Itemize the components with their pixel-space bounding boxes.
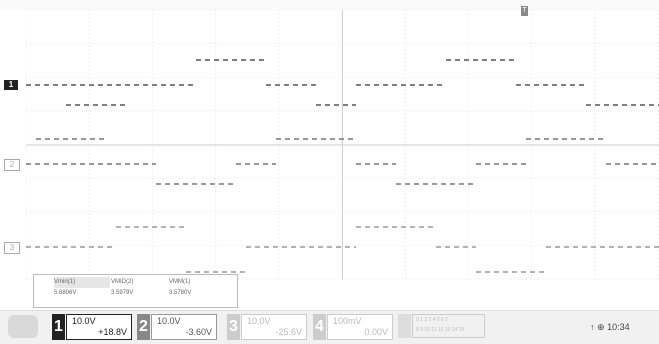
channel-2-number: 2 xyxy=(137,314,150,340)
graticule xyxy=(26,10,659,280)
status-area: ↑ ⊕ 10:34 xyxy=(590,322,630,333)
digital-line-1: 0 1 2 3 4 5 6 7 xyxy=(416,317,448,323)
measurement-label: Vmin(1) xyxy=(54,277,110,288)
channel-1-ground-marker[interactable]: 1 xyxy=(4,80,18,90)
channel-2-scale: 10.0V xyxy=(157,316,181,326)
channel-4-number: 4 xyxy=(313,314,326,340)
channel-1-scale: 10.0V xyxy=(72,316,96,326)
measurement-1: Vmin(1) 5.6806V xyxy=(54,277,110,299)
measurement-value: 5.6806V xyxy=(54,290,77,296)
measurement-2: VMID(2) 3.5979V xyxy=(111,277,167,299)
channel-4-offset: 0.00V xyxy=(364,327,388,337)
channel-1-offset: +18.8V xyxy=(98,327,127,337)
measurement-3: VMM(1) 3.5780V xyxy=(169,277,225,299)
channel-2-ground-marker[interactable]: 2 xyxy=(4,159,20,171)
channel-settings-bar: 1 10.0V +18.8V 2 10.0V -3.60V 3 10.0V -2… xyxy=(0,310,659,344)
measurement-value: 3.5979V xyxy=(111,290,134,296)
channel-1-values[interactable]: 10.0V +18.8V xyxy=(66,314,132,340)
channel-2-offset: -3.60V xyxy=(185,327,212,337)
status-icons: ↑ ⊕ xyxy=(590,322,605,332)
digital-line-2: 8 9 10 11 12 13 14 15 xyxy=(416,327,465,333)
channel-1-number: 1 xyxy=(52,314,65,340)
measurement-label: VMID(2) xyxy=(111,279,134,285)
menu-button[interactable] xyxy=(8,315,38,338)
measurement-panel: Vmin(1) 5.6806V VMID(2) 3.5979V VMM(1) 3… xyxy=(33,274,238,308)
measurement-label: VMM(1) xyxy=(169,279,191,285)
channel-3-offset: -25.6V xyxy=(275,327,302,337)
channel-3-values[interactable]: 10.0V -25.6V xyxy=(241,314,307,340)
clock-time: 10:34 xyxy=(607,322,630,332)
channel-3-ground-marker[interactable]: 3 xyxy=(4,242,20,254)
waveform-display[interactable] xyxy=(26,10,659,280)
top-bar xyxy=(0,0,659,10)
waveform-traces xyxy=(26,59,659,273)
channel-4-scale: 100mV xyxy=(333,316,362,326)
digital-channel-list[interactable]: 0 1 2 3 4 5 6 7 8 9 10 11 12 13 14 15 xyxy=(412,314,485,338)
trigger-position-marker[interactable]: T xyxy=(521,6,528,16)
digital-icon xyxy=(398,314,411,338)
channel-3-scale: 10.0V xyxy=(247,316,271,326)
measurement-value: 3.5780V xyxy=(169,290,192,296)
channel-2-values[interactable]: 10.0V -3.60V xyxy=(151,314,217,340)
channel-4-values[interactable]: 100mV 0.00V xyxy=(327,314,393,340)
channel-3-number: 3 xyxy=(227,314,240,340)
digital-channels-settings[interactable]: 0 1 2 3 4 5 6 7 8 9 10 11 12 13 14 15 xyxy=(398,314,485,338)
